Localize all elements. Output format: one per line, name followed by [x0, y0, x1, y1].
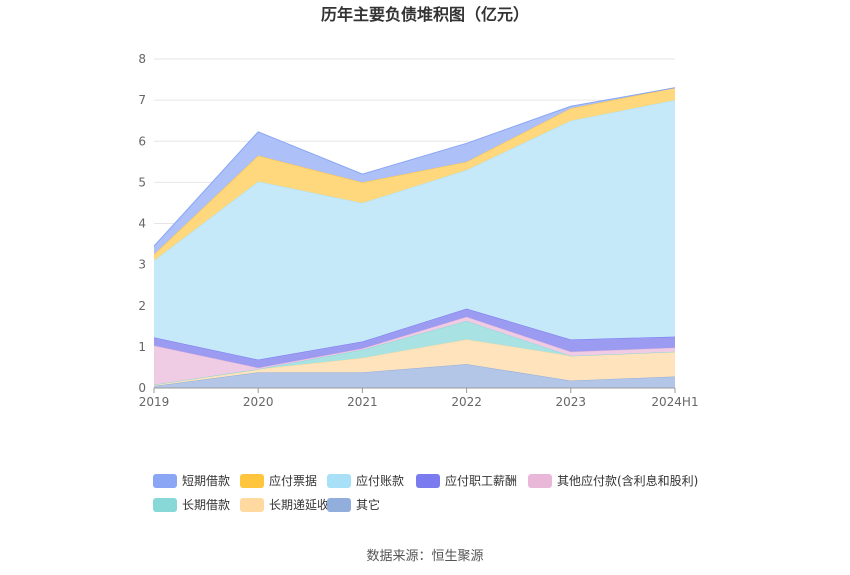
area-edge-7 [153, 87, 676, 247]
legend-label: 长期递延收益 [269, 498, 341, 512]
legend-item[interactable]: 长期递延收益 [240, 498, 341, 512]
legend-label: 其他应付款(含利息和股利) [557, 473, 698, 488]
y-tick-label: 3 [138, 258, 146, 272]
legend-label: 应付账款 [356, 473, 404, 488]
x-tick-label: 2020 [243, 395, 274, 409]
legend-swatch [153, 474, 177, 488]
area-0 [154, 364, 675, 388]
area-series [153, 87, 676, 388]
x-tick-label: 2022 [451, 395, 482, 409]
x-axis: 2019 2020 2021 2022 2023 2024H1 [139, 387, 699, 409]
legend-swatch [240, 498, 264, 512]
legend-label: 其它 [356, 497, 380, 512]
legend-item[interactable]: 其它 [327, 497, 380, 512]
y-tick-label: 1 [138, 340, 146, 354]
area-edge-5 [153, 99, 676, 261]
legend-swatch [327, 474, 351, 488]
y-tick-label: 2 [138, 299, 146, 313]
y-axis: 0 1 2 3 4 5 6 7 8 [138, 52, 146, 395]
legend-label: 应付票据 [269, 473, 317, 488]
chart-title: 历年主要负债堆积图（亿元） [321, 5, 529, 24]
legend-item[interactable]: 应付账款 [327, 473, 404, 488]
x-tick-label: 2023 [556, 395, 587, 409]
legend-item[interactable]: 长期借款 [153, 498, 230, 512]
legend-label: 应付职工薪酬 [445, 473, 517, 488]
legend-swatch [528, 474, 552, 488]
legend-swatch [153, 498, 177, 512]
y-tick-label: 0 [138, 381, 146, 395]
legend-swatch [416, 474, 440, 488]
x-tick-label: 2019 [139, 395, 170, 409]
legend-item[interactable]: 其他应付款(含利息和股利) [528, 473, 698, 488]
legend-label: 长期借款 [182, 498, 230, 512]
x-tick-label: 2024H1 [651, 395, 698, 409]
area-edge-6 [153, 87, 676, 255]
legend-item[interactable]: 应付票据 [240, 473, 317, 488]
legend-item[interactable]: 短期借款 [153, 474, 230, 488]
area-6 [154, 87, 675, 261]
area-edge-4 [153, 308, 676, 361]
legend-swatch [240, 474, 264, 488]
area-1 [154, 339, 675, 386]
area-edge-3 [153, 316, 676, 369]
legend-label: 短期借款 [182, 474, 230, 488]
legend: 短期借款 应付票据 应付账款 应付职工薪酬 其他应付款(含利息和股利) 长期借款 长期递延收… [153, 473, 698, 512]
y-tick-label: 8 [138, 52, 146, 66]
x-tick-label: 2021 [347, 395, 378, 409]
y-tick-label: 5 [138, 175, 146, 189]
y-tick-label: 6 [138, 134, 146, 148]
legend-swatch [327, 498, 351, 512]
y-tick-label: 7 [138, 93, 146, 107]
data-source: 数据来源：恒生聚源 [366, 549, 483, 564]
legend-item[interactable]: 应付职工薪酬 [416, 473, 517, 488]
y-tick-label: 4 [138, 217, 146, 231]
area-5 [154, 100, 675, 360]
area-7 [154, 87, 675, 255]
